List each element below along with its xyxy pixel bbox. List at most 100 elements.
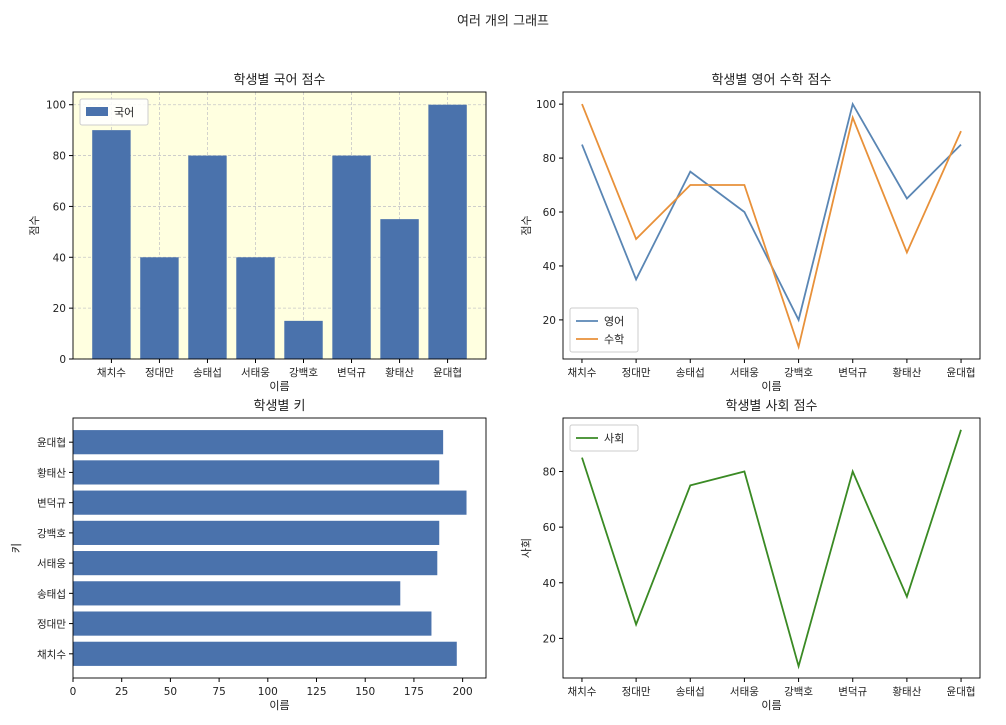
x-tick-label: 채치수: [567, 367, 596, 379]
x-tick-label: 채치수: [97, 367, 126, 379]
x-tick-label: 강백호: [784, 686, 813, 698]
x-tick-label: 175: [404, 686, 424, 698]
x-axis-label: 이름: [269, 380, 289, 393]
x-tick-label: 정대만: [145, 367, 174, 379]
bar: [73, 490, 467, 515]
x-tick-label: 황태산: [892, 367, 921, 379]
x-tick-label: 윤대협: [947, 366, 976, 379]
y-tick-label: 황태산: [37, 467, 66, 479]
y-tick-label: 강백호: [37, 528, 66, 540]
y-axis-label: 사회: [520, 538, 533, 558]
y-tick-label: 20: [53, 303, 66, 315]
y-tick-label: 100: [536, 99, 556, 111]
bar: [284, 320, 323, 359]
x-axis-label: 이름: [761, 380, 781, 393]
chart-title: 학생별 영어 수학 점수: [711, 73, 831, 88]
bar: [73, 641, 457, 666]
x-tick-label: 75: [212, 686, 225, 698]
height-barh-chart: 채치수 정대만 송태섭 서태웅 강백호 변덕규 황태산 윤대협 0 25 50 75 100 125 150…: [10, 399, 487, 712]
legend-box: [569, 307, 639, 353]
x-tick-label: 정대만: [622, 686, 651, 698]
figure-suptitle: 여러 개의 그래프: [457, 14, 549, 29]
x-tick-label: 150: [355, 686, 375, 698]
x-tick-label: 서태웅: [241, 367, 270, 379]
x-tick-label: 서태웅: [730, 367, 759, 379]
y-tick-label: 100: [46, 100, 66, 112]
bar: [140, 257, 179, 359]
plot-frame: [72, 91, 487, 360]
y-tick-label: 채치수: [37, 649, 66, 661]
y-tick-label: 80: [543, 153, 556, 165]
legend-label: 사회: [604, 432, 624, 445]
x-tick-label: 변덕규: [337, 367, 366, 379]
y-tick-label: 서태웅: [37, 558, 66, 570]
bar: [73, 430, 444, 455]
legend-swatch: [86, 107, 108, 116]
plot-background: [73, 418, 486, 678]
english-math-line-chart: 20 40 60 80 100 채치수 정대만 송태섭 서태웅 강백호 변덕규 황태산 윤대협 학생별 영…: [520, 73, 981, 393]
bar: [332, 155, 371, 359]
chart-title: 학생별 국어 점수: [234, 73, 326, 88]
bar: [428, 104, 467, 359]
bar: [73, 581, 401, 606]
social-score-line-chart: 20 40 60 80 채치수 정대만 송태섭 서태웅 강백호 변덕규 황태산 윤대협 학생별 사회 점…: [520, 399, 981, 712]
y-tick-label: 40: [543, 578, 556, 590]
x-tick-label: 서태웅: [730, 686, 759, 698]
x-tick-label: 윤대협: [433, 366, 462, 379]
y-tick-label: 0: [59, 354, 66, 366]
plot-frame: [562, 417, 981, 679]
legend-label: 수학: [604, 333, 624, 346]
korean-score-bar-chart: 0 20 40 60 80 100 채치수 정대만 송태섭 서태웅 강백호 변덕규 황태산 윤대협 학생별 …: [28, 73, 487, 393]
x-tick-label: 송태섭: [193, 367, 222, 379]
x-tick-label: 송태섭: [676, 686, 705, 698]
plot-frame: [562, 91, 981, 360]
bar: [188, 155, 227, 359]
x-tick-label: 100: [258, 686, 278, 698]
y-tick-label: 정대만: [37, 619, 66, 631]
x-tick-label: 강백호: [784, 367, 813, 379]
bar: [380, 219, 419, 359]
y-axis-label: 점수: [28, 215, 41, 235]
legend-label: 영어: [604, 315, 624, 328]
bar: [236, 257, 275, 359]
x-axis-label: 이름: [269, 699, 289, 712]
x-tick-label: 황태산: [892, 686, 921, 698]
y-tick-label: 60: [543, 207, 556, 219]
plot-frame: [72, 417, 487, 679]
x-tick-label: 200: [453, 686, 473, 698]
x-tick-label: 황태산: [385, 367, 414, 379]
y-tick-label: 20: [543, 315, 556, 327]
x-tick-label: 125: [306, 686, 326, 698]
chart-title: 학생별 키: [254, 399, 306, 414]
y-axis-label: 키: [10, 543, 23, 553]
x-axis-label: 이름: [761, 699, 781, 712]
y-axis-label: 점수: [520, 215, 533, 235]
y-tick-label: 20: [543, 633, 556, 645]
y-tick-label: 40: [543, 261, 556, 273]
bar: [92, 130, 131, 359]
bar: [73, 551, 438, 576]
bar: [73, 611, 432, 636]
series-line-사회: [581, 429, 962, 670]
plot-background: [73, 92, 486, 359]
x-tick-label: 윤대협: [947, 685, 976, 698]
series-line-수학: [581, 103, 962, 351]
y-tick-label: 40: [53, 252, 66, 264]
x-tick-label: 변덕규: [838, 686, 867, 698]
plot-background: [563, 418, 980, 678]
y-tick-label: 송태섭: [37, 588, 66, 600]
y-tick-label: 60: [543, 522, 556, 534]
y-tick-label: 윤대협: [37, 436, 66, 449]
y-tick-label: 60: [53, 201, 66, 213]
x-tick-label: 50: [164, 686, 177, 698]
y-tick-label: 변덕규: [37, 498, 66, 510]
bar: [73, 520, 440, 545]
x-tick-label: 송태섭: [676, 367, 705, 379]
y-tick-label: 80: [53, 151, 66, 163]
bar: [73, 460, 440, 485]
chart-title: 학생별 사회 점수: [726, 399, 818, 414]
y-tick-label: 80: [543, 467, 556, 479]
x-tick-label: 25: [115, 686, 128, 698]
x-tick-label: 채치수: [567, 686, 596, 698]
x-tick-label: 정대만: [622, 367, 651, 379]
